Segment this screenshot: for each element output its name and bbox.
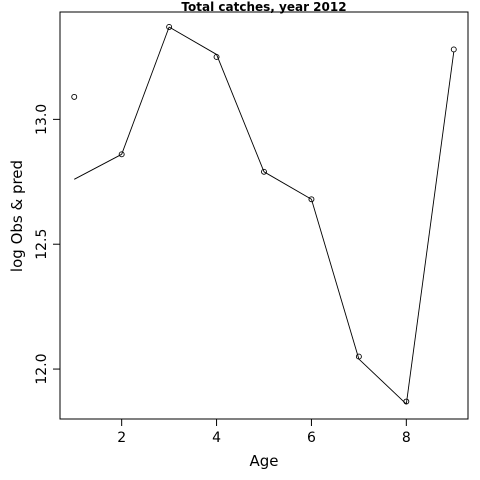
data-point <box>71 93 78 100</box>
y-tick-label: 13.0 <box>34 104 50 135</box>
data-point <box>213 53 220 60</box>
x-tick-label: 8 <box>402 430 411 446</box>
line-segment <box>74 153 122 180</box>
line-segment <box>358 358 407 405</box>
data-point <box>403 398 410 405</box>
data-point <box>355 353 362 360</box>
observed-series <box>71 24 457 405</box>
data-point <box>261 168 267 175</box>
line-segment <box>405 51 455 405</box>
plot-frame <box>59 11 469 420</box>
x-axis-title: Age <box>249 452 278 470</box>
data-point <box>118 151 125 158</box>
line-segment <box>263 171 312 200</box>
x-tick-label: 6 <box>307 430 316 446</box>
y-axis: 12.0 12.5 13.0 <box>34 104 61 385</box>
x-tick-label: 2 <box>117 430 126 446</box>
data-point <box>166 24 173 30</box>
line-segment <box>216 54 265 172</box>
y-tick-label: 12.5 <box>34 229 50 260</box>
data-point <box>308 196 315 203</box>
line-segment <box>121 26 170 155</box>
predicted-series <box>74 26 455 405</box>
line-segment <box>168 26 217 55</box>
line-segment <box>311 199 360 360</box>
y-tick-label: 12.0 <box>34 353 50 384</box>
data-point <box>450 46 457 53</box>
x-tick-label: 4 <box>212 430 221 446</box>
chart-title: Total catches, year 2012 <box>181 0 346 14</box>
x-axis: 2 4 6 8 <box>117 418 411 446</box>
y-axis-title: log Obs & pred <box>8 160 26 272</box>
